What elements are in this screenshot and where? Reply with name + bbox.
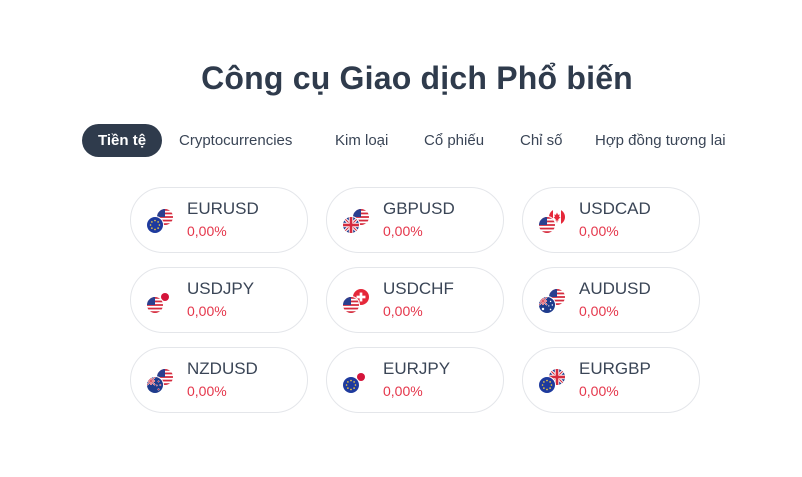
instrument-symbol: EURUSD — [187, 199, 259, 218]
instrument-card-eurgbp[interactable]: EURGBP 0,00% — [522, 347, 700, 413]
us-flag-icon — [538, 216, 556, 234]
instrument-card-usdcad[interactable]: USDCAD 0,00% — [522, 187, 700, 253]
tab-indices[interactable]: Chỉ số — [520, 132, 563, 149]
currency-pair-flags — [146, 368, 178, 398]
page-title: Công cụ Giao dịch Phổ biến — [201, 60, 633, 96]
instrument-card-usdchf[interactable]: USDCHF 0,00% — [326, 267, 504, 333]
instrument-change: 0,00% — [579, 223, 619, 239]
currency-pair-flags — [146, 208, 178, 238]
eu-flag-icon — [342, 376, 360, 394]
instrument-symbol: EURJPY — [383, 359, 451, 378]
instrument-symbol: AUDUSD — [579, 279, 651, 298]
tab-stocks[interactable]: Cổ phiếu — [424, 132, 485, 149]
currency-pair-flags — [342, 208, 374, 238]
currency-pair-flags — [146, 288, 178, 318]
tab-metals[interactable]: Kim loại — [335, 132, 389, 149]
instrument-symbol: USDCHF — [383, 279, 454, 298]
nz-flag-icon — [146, 376, 164, 394]
instrument-card-usdjpy[interactable]: USDJPY 0,00% — [130, 267, 308, 333]
instrument-change: 0,00% — [187, 303, 227, 319]
currency-pair-flags — [538, 288, 570, 318]
currency-pair-flags — [342, 288, 374, 318]
instrument-change: 0,00% — [187, 223, 227, 239]
uk-flag-icon — [342, 216, 360, 234]
au-flag-icon — [538, 296, 556, 314]
us-flag-icon — [146, 296, 164, 314]
instrument-card-gbpusd[interactable]: GBPUSD 0,00% — [326, 187, 504, 253]
instrument-symbol: GBPUSD — [383, 199, 455, 218]
tab-currencies[interactable]: Tiền tệ — [82, 124, 163, 157]
tab-cryptocurrencies[interactable]: Cryptocurrencies — [179, 132, 293, 149]
us-flag-icon — [156, 208, 174, 226]
eu-flag-icon — [538, 376, 556, 394]
us-flag-icon — [342, 296, 360, 314]
instrument-change: 0,00% — [579, 303, 619, 319]
instrument-change: 0,00% — [383, 383, 423, 399]
currency-pair-flags — [342, 368, 374, 398]
instrument-card-audusd[interactable]: AUDUSD 0,00% — [522, 267, 700, 333]
currency-pair-flags — [538, 368, 570, 398]
instrument-card-eurusd[interactable]: EURUSD 0,00% — [130, 187, 308, 253]
instrument-symbol: USDJPY — [187, 279, 255, 298]
currency-pair-flags — [538, 208, 570, 238]
instrument-change: 0,00% — [383, 303, 423, 319]
instrument-card-nzdusd[interactable]: NZDUSD 0,00% — [130, 347, 308, 413]
instrument-symbol: NZDUSD — [187, 359, 258, 378]
instrument-change: 0,00% — [579, 383, 619, 399]
instrument-card-eurjpy[interactable]: EURJPY 0,00% — [326, 347, 504, 413]
instrument-symbol: USDCAD — [579, 199, 651, 218]
tab-futures[interactable]: Hợp đồng tương lai — [595, 132, 726, 149]
us-flag-icon — [548, 288, 566, 306]
instrument-change: 0,00% — [383, 223, 423, 239]
instrument-symbol: EURGBP — [579, 359, 651, 378]
instrument-change: 0,00% — [187, 383, 227, 399]
eu-flag-icon — [146, 216, 164, 234]
